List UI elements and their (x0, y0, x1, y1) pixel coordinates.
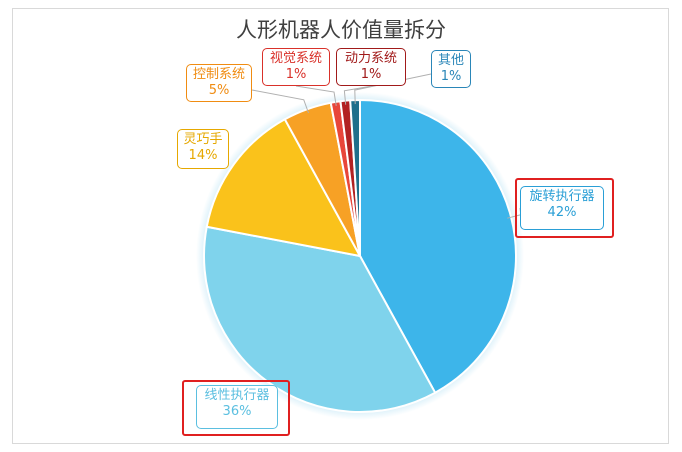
slice-label-name: 视觉系统 (269, 51, 322, 66)
slice-label-name: 控制系统 (192, 67, 245, 82)
leader-line-6 (343, 85, 373, 105)
pie-slice-2 (203, 225, 437, 413)
chart-title: 人形机器人价值量拆分 (236, 18, 446, 42)
slice-label-value: 5% (208, 83, 230, 98)
slice-label-7: 其他 1% (431, 50, 471, 88)
highlight-box-2 (182, 380, 290, 436)
slice-label-value: 36% (222, 404, 252, 419)
slice-label-6: 动力系统 1% (336, 48, 406, 86)
slice-label-value: 42% (547, 205, 577, 220)
slice-label-name: 其他 (437, 53, 464, 68)
slice-label-5: 视觉系统 1% (262, 48, 330, 86)
slice-label-1: 旋转执行器 42% (520, 186, 604, 230)
slice-label-name: 动力系统 (344, 51, 397, 66)
slice-label-value: 1% (285, 67, 307, 82)
slice-label-name: 线性执行器 (204, 388, 270, 403)
leader-line-5 (295, 85, 337, 106)
slice-label-2: 线性执行器 36% (196, 385, 278, 429)
slice-label-value: 14% (188, 148, 218, 163)
slice-label-3: 灵巧手 14% (177, 129, 229, 169)
slice-label-value: 1% (440, 69, 462, 84)
slice-label-4: 控制系统 5% (186, 64, 252, 102)
slice-label-value: 1% (360, 67, 382, 82)
slice-label-name: 灵巧手 (183, 132, 223, 147)
slice-label-name: 旋转执行器 (529, 189, 595, 204)
pie-slice-3 (205, 117, 362, 258)
leader-line-4 (251, 89, 309, 114)
highlight-box-1 (515, 178, 614, 238)
